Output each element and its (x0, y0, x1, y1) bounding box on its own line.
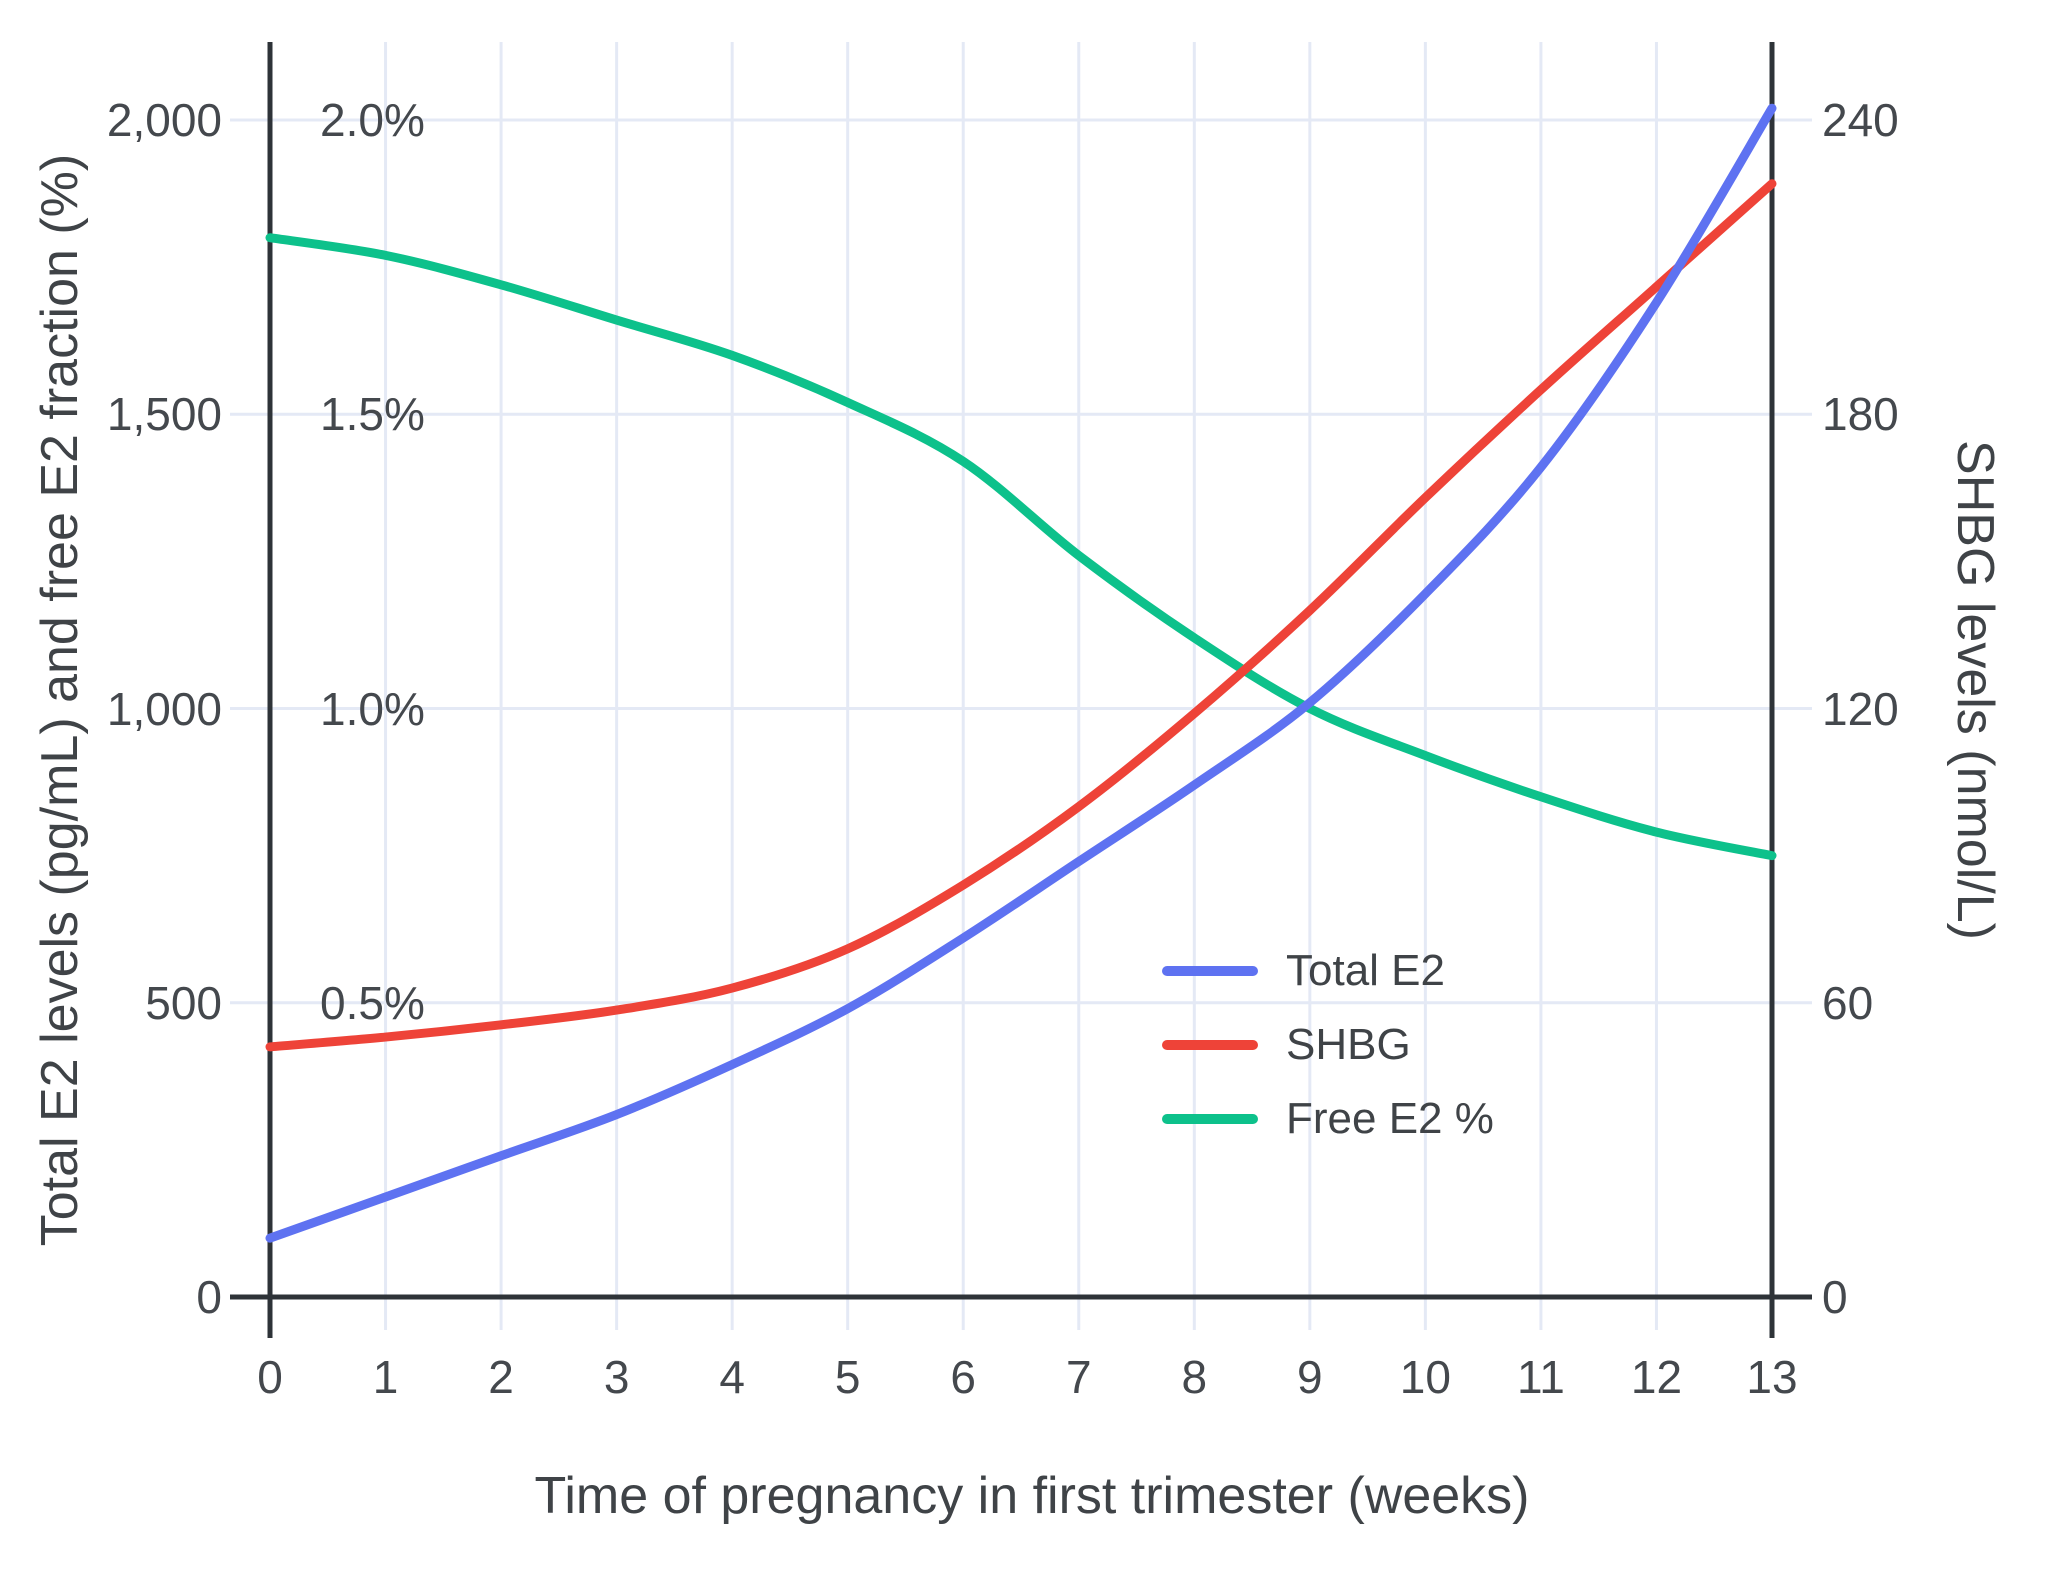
y-tick-label-right: 0 (1822, 1271, 1848, 1323)
free-e2--curve (265, 233, 1777, 861)
x-tick-label: 1 (372, 1351, 399, 1403)
x-tick-label: 12 (1630, 1351, 1683, 1403)
total-e2-line-swatch (1162, 966, 1258, 976)
x-tick-label: 6 (950, 1351, 977, 1403)
y-tick-label-left: 1,500 (106, 388, 222, 441)
x-tick-label: 9 (1297, 1351, 1323, 1403)
left-axis-title: Total E2 levels (pg/mL) and free E2 frac… (31, 153, 89, 1247)
legend-label-total-e2: Total E2 (1286, 946, 1445, 995)
y-tick-label-left: 2,000 (106, 94, 222, 146)
x-axis-title: Time of pregnancy in first trimester (we… (534, 1467, 1530, 1525)
y-tick-label-percent: 1.5% (320, 388, 425, 441)
x-tick-label: 0 (257, 1351, 283, 1403)
x-tick-label: 3 (603, 1351, 630, 1403)
y-tick-label-left: 0 (196, 1271, 222, 1323)
total-e2-curve (265, 103, 1777, 1243)
shbg-curve (265, 179, 1777, 1052)
y-tick-label-right: 180 (1822, 388, 1899, 441)
x-tick-label: 4 (719, 1351, 745, 1403)
y-tick-label-left: 500 (145, 976, 222, 1029)
y-tick-label-right: 60 (1822, 976, 1874, 1029)
right-axis-title: SHBG levels (nmol/L) (1946, 440, 2004, 940)
x-tick-label: 7 (1065, 1351, 1092, 1403)
y-tick-label-right: 120 (1822, 682, 1899, 735)
y-tick-label-percent: 2.0% (320, 94, 425, 146)
x-tick-label: 11 (1517, 1351, 1565, 1403)
x-tick-label: 10 (1399, 1351, 1451, 1403)
legend-label-free-e2: Free E2 % (1286, 1094, 1494, 1143)
y-tick-label-right: 240 (1822, 94, 1899, 146)
legend-item-total-e2: Total E2 (1162, 948, 1494, 994)
y-tick-label-percent: 1.0% (320, 682, 425, 735)
x-tick-label: 8 (1181, 1351, 1208, 1403)
legend-item-shbg: SHBG (1162, 1022, 1494, 1068)
shbg-line-swatch (1162, 1040, 1258, 1050)
y-tick-label-percent: 0.5% (320, 976, 425, 1029)
x-tick-label: 2 (488, 1351, 514, 1403)
chart-legend: Total E2 SHBG Free E2 % (1162, 948, 1494, 1142)
y-tick-label-left: 1,000 (106, 682, 222, 735)
x-tick-label: 13 (1746, 1351, 1798, 1403)
legend-label-shbg: SHBG (1286, 1020, 1411, 1069)
x-tick-label: 5 (834, 1351, 861, 1403)
free-e2-line-swatch (1162, 1114, 1258, 1124)
legend-item-free-e2: Free E2 % (1162, 1096, 1494, 1142)
